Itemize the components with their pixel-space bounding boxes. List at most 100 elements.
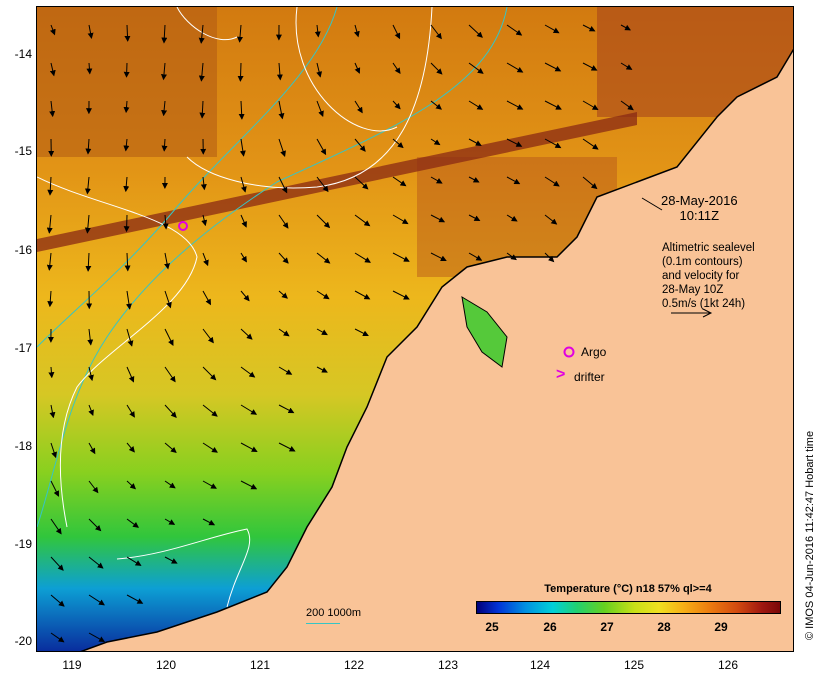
y-tick-label: -19 xyxy=(14,537,32,551)
x-tick-label: 121 xyxy=(249,658,271,672)
y-tick-label: -18 xyxy=(14,439,32,453)
velocity-arrow xyxy=(468,214,481,221)
velocity-arrow xyxy=(50,556,64,571)
velocity-arrow xyxy=(164,366,176,383)
velocity-arrow xyxy=(202,252,209,267)
velocity-arrow xyxy=(123,176,130,193)
velocity-arrow xyxy=(198,24,205,44)
velocity-arrow xyxy=(582,100,599,111)
depth-contour xyxy=(37,7,508,528)
argo-float-marker xyxy=(178,221,188,231)
velocity-arrow xyxy=(238,100,245,120)
velocity-arrow xyxy=(84,214,91,234)
velocity-arrow xyxy=(164,328,174,346)
velocity-arrow xyxy=(620,62,633,70)
velocity-arrow xyxy=(125,290,132,310)
velocity-arrow xyxy=(278,100,285,120)
velocity-arrow xyxy=(316,176,329,193)
velocity-arrow xyxy=(430,138,441,146)
velocity-arrow xyxy=(506,24,523,36)
velocity-arrow xyxy=(164,404,177,418)
velocity-arrows xyxy=(46,24,634,643)
velocity-arrow xyxy=(430,100,442,110)
velocity-arrow xyxy=(123,214,130,233)
velocity-arrow xyxy=(354,252,371,263)
velocity-arrow xyxy=(123,100,130,114)
sst-map-canvas xyxy=(37,7,793,651)
velocity-arrow xyxy=(202,480,217,489)
velocity-arrow xyxy=(240,176,247,193)
y-tick-label: -20 xyxy=(14,634,32,648)
depth-legend-line xyxy=(306,623,340,624)
velocity-arrow xyxy=(278,290,288,299)
velocity-arrow xyxy=(161,138,168,152)
velocity-arrow xyxy=(620,24,631,31)
velocity-arrow xyxy=(126,518,140,528)
velocity-arrow xyxy=(392,214,409,225)
velocity-arrow xyxy=(50,594,65,607)
colorbar-tick: 27 xyxy=(600,620,614,634)
sealevel-contour xyxy=(176,7,238,41)
velocity-arrow xyxy=(85,252,92,272)
velocity-arrow xyxy=(278,442,296,452)
colorbar-tick: 29 xyxy=(714,620,728,634)
velocity-arrow xyxy=(88,480,99,494)
velocity-arrow xyxy=(161,24,168,44)
velocity-arrow xyxy=(354,100,363,114)
velocity-arrow xyxy=(123,62,130,78)
velocity-arrow xyxy=(468,176,480,183)
velocity-arrow xyxy=(316,100,324,118)
velocity-arrow xyxy=(392,24,401,40)
velocity-arrow xyxy=(316,290,330,300)
velocity-arrow xyxy=(202,366,217,381)
velocity-arrow xyxy=(161,100,168,117)
velocity-arrow xyxy=(123,138,130,152)
velocity-arrow xyxy=(354,176,369,190)
velocity-arrow xyxy=(126,556,142,566)
sealevel-contour xyxy=(295,7,398,132)
velocity-arrow xyxy=(126,404,135,418)
velocity-arrow xyxy=(354,214,371,227)
sealevel-contour xyxy=(186,7,433,189)
velocity-arrow xyxy=(430,214,446,223)
velocity-arrow xyxy=(544,138,562,149)
colorbar-title: Temperature (°C) n18 57% ql>=4 xyxy=(544,583,712,595)
altimetry-line: and velocity for xyxy=(662,270,740,282)
velocity-arrow xyxy=(278,138,286,157)
velocity-arrow xyxy=(544,100,562,110)
velocity-arrow xyxy=(124,24,131,42)
velocity-arrow xyxy=(88,518,102,532)
velocity-arrow xyxy=(240,404,258,415)
swath-artifact xyxy=(37,112,637,252)
velocity-arrow xyxy=(50,632,65,643)
altimetry-line: 0.5m/s (1kt 24h) xyxy=(662,298,746,310)
velocity-arrow xyxy=(582,138,599,150)
velocity-arrow xyxy=(316,366,328,373)
drifter-legend-icon: > xyxy=(556,366,566,383)
velocity-arrow xyxy=(201,214,208,227)
velocity-arrow xyxy=(544,252,555,263)
velocity-arrow xyxy=(430,176,443,184)
velocity-arrow xyxy=(126,594,144,604)
velocity-arrow xyxy=(316,252,331,264)
velocity-arrow xyxy=(87,24,94,39)
velocity-arrow xyxy=(392,138,404,149)
velocity-arrow xyxy=(86,62,93,75)
velocity-arrow xyxy=(48,366,55,379)
velocity-scale-arrow xyxy=(671,308,713,318)
velocity-arrow xyxy=(316,138,327,156)
velocity-arrow xyxy=(354,328,369,337)
velocity-arrow xyxy=(506,252,517,261)
date-line: 28-May-2016 xyxy=(661,193,738,208)
velocity-arrow xyxy=(237,62,244,82)
velocity-arrow xyxy=(582,24,596,32)
velocity-arrow xyxy=(278,252,289,264)
velocity-arrow xyxy=(392,176,407,187)
velocity-arrow xyxy=(202,442,218,453)
velocity-arrow xyxy=(87,328,94,346)
x-tick-label: 122 xyxy=(343,658,365,672)
velocity-arrow xyxy=(88,594,105,606)
velocity-arrow xyxy=(278,366,293,375)
y-tick-label: -17 xyxy=(14,341,32,355)
velocity-arrow xyxy=(126,366,135,383)
